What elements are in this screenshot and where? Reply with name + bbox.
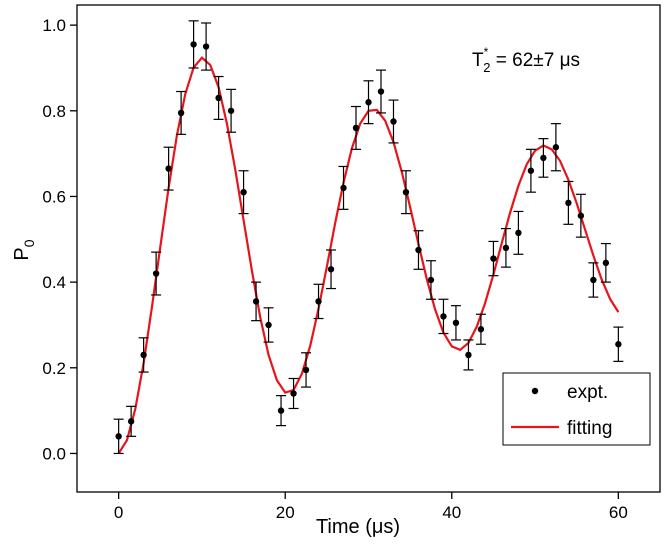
annotation-sup: *	[484, 45, 489, 59]
data-point	[552, 144, 560, 151]
data-point	[315, 298, 322, 305]
data-point	[252, 298, 260, 305]
data-point	[502, 244, 510, 252]
data-point	[427, 276, 435, 284]
y-label-sub: 0	[21, 239, 37, 247]
data-point	[277, 407, 285, 414]
data-point	[140, 351, 147, 359]
data-point	[490, 255, 497, 262]
legend-box	[502, 372, 651, 446]
legend-label: expt.	[567, 382, 608, 403]
data-point	[402, 188, 410, 196]
data-point	[115, 433, 122, 440]
y-tick-label: 1.0	[42, 16, 66, 35]
data-point	[165, 165, 172, 172]
y-tick-label: 0.0	[42, 444, 66, 463]
data-point	[527, 167, 535, 174]
data-point	[415, 246, 422, 254]
data-point	[177, 109, 185, 117]
data-point	[540, 154, 547, 162]
data-point	[440, 313, 447, 320]
y-axis-label: P0	[11, 239, 37, 260]
data-point	[265, 321, 272, 329]
annotation-text: = 62±7 μs	[491, 50, 581, 71]
y-label-base: P	[11, 247, 33, 260]
data-point	[227, 107, 235, 114]
annotation-base: T	[472, 50, 484, 71]
x-tick-label: 60	[609, 503, 628, 522]
data-point	[377, 88, 385, 95]
data-point	[577, 212, 585, 219]
x-tick-label: 20	[276, 503, 295, 522]
plot-frame	[76, 4, 661, 493]
data-point	[327, 266, 335, 273]
annotation: T* 2 = 62±7 μs	[472, 45, 580, 75]
legend-marker	[531, 387, 539, 395]
data-point	[215, 94, 222, 102]
data-point	[152, 270, 160, 277]
data-point	[590, 276, 597, 284]
data-point	[302, 366, 310, 374]
x-axis-label: Time (μs)	[316, 516, 400, 538]
data-point	[127, 418, 135, 425]
data-point	[477, 326, 485, 333]
y-tick-label: 0.8	[42, 102, 66, 121]
data-point	[202, 43, 210, 50]
x-tick-label: 40	[442, 503, 461, 522]
data-point	[565, 199, 572, 207]
data-point	[340, 184, 347, 192]
legend-label: fitting	[567, 418, 612, 439]
data-point	[602, 259, 610, 267]
data-point	[240, 188, 247, 196]
data-point	[465, 351, 472, 359]
x-tick-label: 0	[114, 503, 123, 522]
data-point	[190, 41, 197, 48]
data-point	[615, 341, 622, 348]
data-point	[452, 319, 460, 327]
annotation-sub: 2	[483, 60, 490, 75]
data-point	[290, 390, 297, 397]
data-point	[515, 229, 522, 237]
data-point	[352, 124, 360, 132]
data-point	[365, 99, 372, 106]
y-tick-label: 0.6	[42, 187, 66, 206]
y-tick-label: 0.4	[42, 273, 66, 292]
y-tick-label: 0.2	[42, 359, 66, 378]
data-point	[390, 118, 397, 125]
